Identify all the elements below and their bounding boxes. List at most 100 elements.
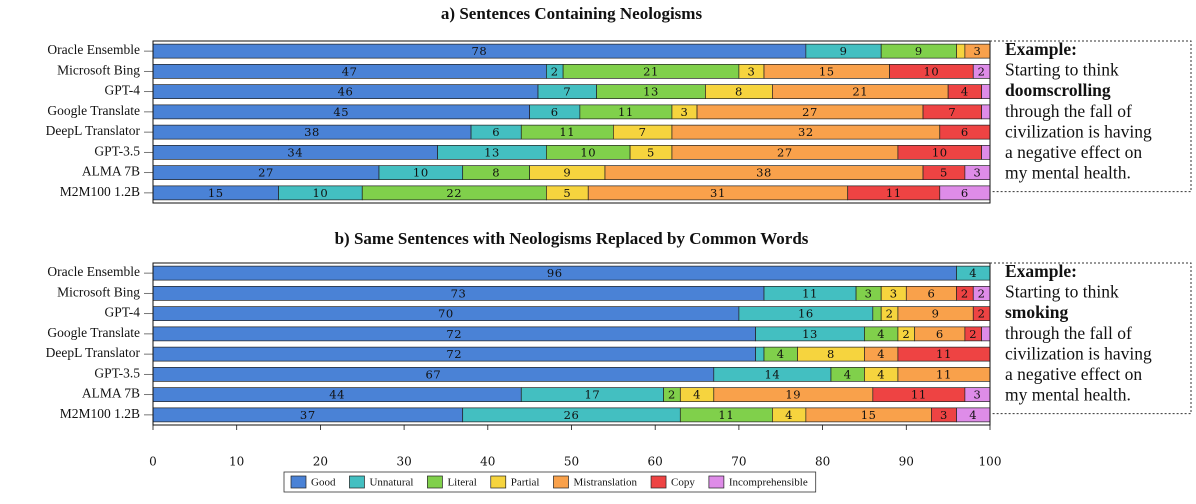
bar-value-label: 8 bbox=[827, 347, 835, 361]
category-label: DeepL Translator bbox=[46, 123, 141, 138]
category-label: M2M100 1.2B bbox=[60, 406, 140, 421]
bar-value-label: 17 bbox=[585, 388, 601, 402]
category-label: GPT-3.5 bbox=[94, 143, 140, 158]
bar-value-label: 31 bbox=[710, 186, 726, 200]
bar-value-label: 2 bbox=[978, 64, 986, 78]
bar-value-label: 2 bbox=[969, 327, 977, 341]
example-frame bbox=[990, 262, 1192, 415]
bar-value-label: 4 bbox=[969, 408, 977, 422]
bar-value-label: 2 bbox=[961, 286, 969, 300]
bar-value-label: 38 bbox=[304, 125, 320, 139]
legend-label: Mistranslation bbox=[573, 477, 637, 489]
bar-value-label: 2 bbox=[978, 307, 986, 321]
bar-value-label: 11 bbox=[936, 347, 952, 361]
bar-value-label: 3 bbox=[681, 105, 689, 119]
bar-value-label: 2 bbox=[668, 388, 676, 402]
example-label: Example: bbox=[1005, 261, 1077, 281]
bar-value-label: 15 bbox=[819, 64, 835, 78]
bar-value-label: 3 bbox=[865, 286, 873, 300]
category-label: Google Translate bbox=[47, 325, 140, 340]
bar-value-label: 96 bbox=[547, 266, 563, 280]
bar-value-label: 10 bbox=[923, 64, 939, 78]
bar-value-label: 72 bbox=[446, 327, 462, 341]
bar-value-label: 10 bbox=[580, 145, 596, 159]
bar-value-label: 3 bbox=[890, 286, 898, 300]
bar-value-label: 13 bbox=[484, 145, 500, 159]
bar-segment bbox=[755, 346, 765, 362]
bar-value-label: 32 bbox=[798, 125, 814, 139]
example-line: smoking bbox=[1005, 302, 1068, 322]
bar-value-label: 6 bbox=[551, 105, 559, 119]
bar-value-label: 8 bbox=[735, 85, 743, 99]
bar-segment bbox=[956, 43, 966, 59]
example-line: a negative effect on bbox=[1005, 364, 1142, 384]
bar-value-label: 2 bbox=[978, 286, 986, 300]
example-line: my mental health. bbox=[1005, 385, 1131, 405]
bar-segment bbox=[981, 145, 991, 160]
bar-value-label: 5 bbox=[647, 145, 655, 159]
bar-value-label: 3 bbox=[973, 388, 981, 402]
category-label: ALMA 7B bbox=[82, 386, 140, 401]
legend-swatch bbox=[650, 475, 667, 489]
bar-segment bbox=[872, 306, 882, 321]
category-label: Google Translate bbox=[47, 103, 140, 118]
bar-segment bbox=[981, 326, 991, 342]
bar-value-label: 10 bbox=[932, 145, 948, 159]
bar-value-label: 73 bbox=[451, 286, 467, 300]
example-line: doomscrolling bbox=[1005, 80, 1111, 100]
bar-value-label: 4 bbox=[969, 266, 977, 280]
legend-swatch bbox=[349, 475, 365, 489]
legend-swatch bbox=[490, 475, 507, 489]
example-line: a negative effect on bbox=[1005, 142, 1142, 162]
bar-value-label: 7 bbox=[948, 105, 956, 119]
x-tick-label: 50 bbox=[564, 455, 579, 469]
bar-value-label: 4 bbox=[693, 388, 701, 402]
bar-value-label: 27 bbox=[258, 166, 274, 180]
legend: Good Unnatural Literal Partial Mistranslatio… bbox=[283, 471, 817, 493]
bar-value-label: 6 bbox=[961, 186, 969, 200]
bar-value-label: 15 bbox=[861, 408, 877, 422]
bar-value-label: 27 bbox=[777, 145, 793, 159]
bar-value-label: 3 bbox=[973, 166, 981, 180]
bar-value-label: 8 bbox=[492, 166, 500, 180]
bar-value-label: 11 bbox=[559, 125, 575, 139]
bar-value-label: 9 bbox=[563, 166, 571, 180]
bar-value-label: 2 bbox=[551, 64, 559, 78]
legend-label: Incomprehensible bbox=[729, 477, 808, 489]
x-tick-label: 40 bbox=[480, 455, 495, 469]
bar-value-label: 21 bbox=[852, 85, 868, 99]
legend-frame bbox=[283, 471, 817, 493]
category-label: GPT-3.5 bbox=[94, 365, 140, 380]
bar-segment bbox=[981, 84, 991, 99]
bar-value-label: 10 bbox=[413, 166, 429, 180]
legend-swatch bbox=[553, 475, 569, 489]
bar-value-label: 21 bbox=[643, 64, 659, 78]
legend-label: Unnatural bbox=[369, 477, 413, 489]
bar-value-label: 9 bbox=[915, 44, 923, 58]
bar-value-label: 3 bbox=[940, 408, 948, 422]
legend-label: Literal bbox=[447, 477, 476, 489]
bar-value-label: 44 bbox=[329, 388, 345, 402]
bar-value-label: 4 bbox=[777, 347, 785, 361]
bar-value-label: 6 bbox=[961, 125, 969, 139]
category-label: Microsoft Bing bbox=[57, 62, 140, 77]
bar-value-label: 46 bbox=[338, 85, 354, 99]
bar-value-label: 4 bbox=[961, 85, 969, 99]
bar-value-label: 11 bbox=[886, 186, 902, 200]
bar-value-label: 4 bbox=[877, 347, 885, 361]
category-label: GPT-4 bbox=[104, 83, 140, 98]
bar-value-label: 70 bbox=[438, 307, 454, 321]
bar-value-label: 37 bbox=[300, 408, 316, 422]
example-line: Starting to think bbox=[1005, 282, 1119, 302]
bar-value-label: 78 bbox=[472, 44, 488, 58]
bar-value-label: 47 bbox=[342, 64, 358, 78]
bar-value-label: 2 bbox=[902, 327, 910, 341]
category-label: Oracle Ensemble bbox=[47, 264, 140, 279]
legend-label: Copy bbox=[671, 477, 695, 489]
bar-value-label: 6 bbox=[492, 125, 500, 139]
bar-value-label: 15 bbox=[208, 186, 224, 200]
category-label: M2M100 1.2B bbox=[60, 184, 140, 199]
panel-title: a) Sentences Containing Neologisms bbox=[441, 4, 703, 23]
bar-value-label: 11 bbox=[618, 105, 634, 119]
legend-label: Partial bbox=[511, 477, 540, 489]
